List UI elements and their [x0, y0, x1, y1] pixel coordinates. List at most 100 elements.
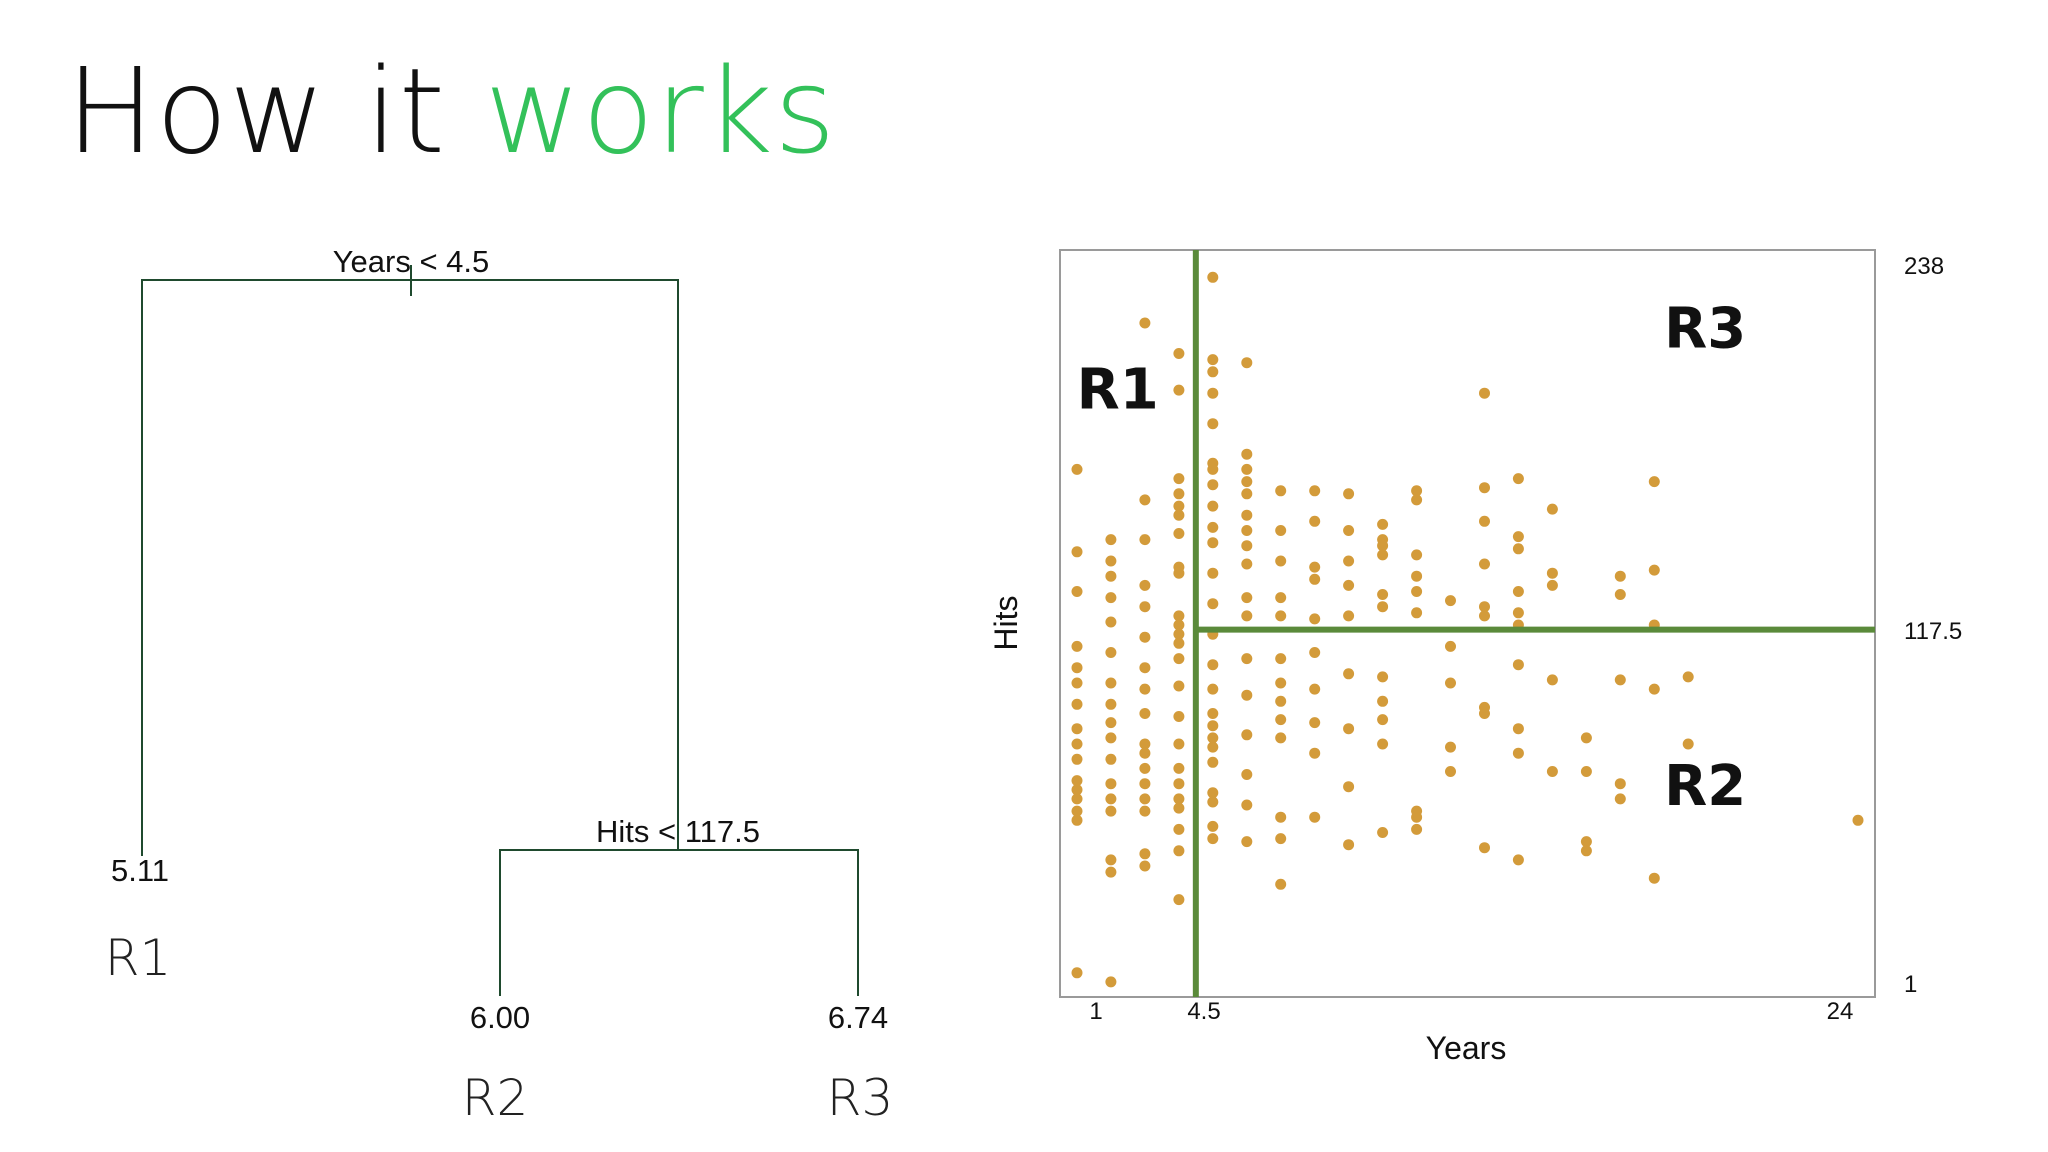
regions-layer: R1 R3 R2 [1077, 296, 1747, 819]
scatter-point [1139, 793, 1151, 805]
scatter-point [1173, 384, 1185, 396]
scatter-point [1275, 555, 1287, 567]
scatter-point [1343, 525, 1355, 536]
scatter-point [1275, 878, 1287, 890]
scatter-point [1173, 528, 1185, 539]
scatter-point [1105, 647, 1117, 658]
points-layer [1071, 271, 1864, 988]
scatter-point [1207, 708, 1219, 719]
scatter-point [1173, 610, 1185, 622]
scatter-point [1275, 833, 1287, 845]
x-axis-label: Years [1426, 1030, 1507, 1066]
scatter-point [1445, 640, 1456, 652]
scatter-point [1207, 732, 1219, 744]
scatter-point [1411, 485, 1423, 497]
scatter-point [1173, 500, 1185, 512]
scatter-point [1173, 680, 1185, 692]
tree-root-split-label: Years < 4.5 [333, 244, 490, 279]
scatter-point [1241, 540, 1253, 552]
title-part1: How it [66, 42, 485, 180]
scatter-point [1241, 799, 1253, 811]
scatter-point [1512, 586, 1524, 597]
scatter-point [1071, 662, 1083, 674]
scatter-point [1241, 357, 1253, 369]
scatter-point [1105, 793, 1117, 805]
scatter-point [1139, 848, 1151, 860]
scatter-point [1207, 567, 1219, 579]
scatter-point [1173, 488, 1185, 500]
tree-second-split-label: Hits < 117.5 [596, 814, 760, 849]
leaf-value-r3: 6.74 [828, 1000, 888, 1035]
scatter-point [1343, 668, 1355, 680]
scatter-point [1648, 683, 1660, 695]
scatter-point [1275, 592, 1287, 604]
scatter-point [1445, 766, 1456, 777]
scatter-point [1207, 366, 1219, 378]
plot-frame [1059, 249, 1876, 998]
scatter-point [1309, 485, 1321, 497]
scatter-point [1309, 747, 1321, 759]
scatter-point [1207, 537, 1219, 549]
title-accent-word: works [484, 42, 837, 180]
scatter-point [1377, 540, 1389, 552]
scatter-point [1207, 833, 1219, 845]
scatter-point [1614, 570, 1626, 582]
scatter-point [1071, 586, 1083, 597]
scatter-point [1309, 811, 1321, 823]
scatter-point [1343, 781, 1355, 793]
scatter-point [1241, 610, 1253, 622]
scatter-point [1546, 674, 1558, 686]
scatter-point [1071, 967, 1083, 979]
scatter-point [1139, 708, 1151, 719]
scatter-point [1275, 525, 1287, 536]
scatter-point [1207, 756, 1219, 768]
scatter-point [1411, 607, 1423, 619]
scatter-point [1105, 854, 1117, 866]
scatter-point [1173, 894, 1185, 906]
scatter-point [1241, 463, 1253, 475]
y-tick-bottom: 1 [1904, 971, 1917, 998]
scatter-point [1173, 762, 1185, 774]
scatter-point [1173, 653, 1185, 665]
scatter-point [1479, 842, 1490, 854]
scatter-point [1173, 637, 1185, 649]
y-tick-split: 117.5 [1904, 618, 1962, 645]
scatter-point [1139, 631, 1151, 643]
scatter-point [1512, 543, 1524, 555]
scatter-point [1580, 836, 1592, 848]
scatter-point [1343, 723, 1355, 735]
scatter-point [1309, 717, 1321, 729]
scatter-point [1071, 805, 1083, 817]
scatter-point [1275, 732, 1287, 744]
scatter-point [1275, 485, 1287, 497]
scatter-point [1139, 738, 1151, 750]
scatter-point [1173, 845, 1185, 857]
scatter-point [1071, 698, 1083, 710]
scatter-point [1512, 531, 1524, 543]
scatter-point [1173, 793, 1185, 805]
scatter-point [1275, 653, 1287, 665]
scatter-point [1105, 555, 1117, 567]
scatter-point [1580, 766, 1592, 777]
scatter-point [1207, 796, 1219, 808]
scatter-point [1377, 738, 1389, 750]
scatter-point [1512, 723, 1524, 735]
scatter-point [1614, 589, 1626, 600]
scatter-point [1173, 567, 1185, 579]
scatter-point [1071, 463, 1083, 475]
scatter-point [1343, 610, 1355, 622]
scatter-point [1377, 695, 1389, 707]
scatter-point [1309, 683, 1321, 695]
scatter-point [1071, 677, 1083, 689]
scatter-point [1173, 628, 1185, 640]
scatter-point [1343, 555, 1355, 567]
scatter-point [1411, 570, 1423, 582]
scatter-point [1105, 866, 1117, 878]
scatter-point [1682, 738, 1694, 750]
scatter-point [1071, 723, 1083, 735]
x-tick-right: 24 [1827, 998, 1854, 1025]
scatter-point [1241, 729, 1253, 741]
slide-title: How it works [66, 42, 837, 180]
scatter-point [1411, 586, 1423, 597]
scatter-point [1207, 463, 1219, 475]
